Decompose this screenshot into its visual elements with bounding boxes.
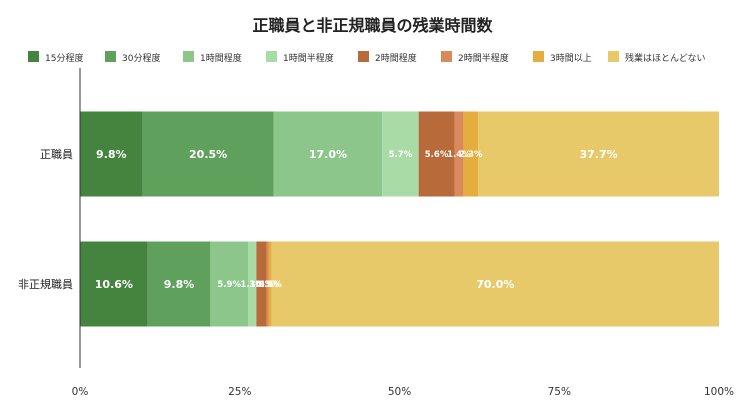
bar-segment [478,111,719,197]
bar-segment [382,111,419,197]
legend-label: 3時間以上 [550,53,592,64]
data-label: 1.6% [250,280,274,290]
legend-label: 2時間程度 [375,52,417,64]
data-label: 0.5% [258,280,282,290]
data-label: 0.3% [256,280,280,290]
bar-segment [268,241,272,327]
bar-segment [463,111,479,197]
chart-title: 正職員と非正規職員の残業時間数 [252,16,493,35]
category-label: 正職員 [40,148,73,161]
bar-segment [80,241,148,327]
legend-swatch [183,51,194,62]
legend-swatch [608,51,619,62]
legend-swatch [441,51,452,62]
data-label: 5.6% [425,150,449,160]
bar-segment [418,111,455,197]
data-label: 2.3% [459,150,483,160]
data-label: 9.8% [96,148,127,161]
legend-label: 1時間半程度 [283,52,334,64]
x-tick-label: 25% [228,386,251,398]
legend-swatch [28,51,39,62]
data-label: 70.0% [476,278,514,291]
x-tick-label: 50% [388,386,411,398]
legend-label: 1時間程度 [200,52,242,64]
data-label: 10.6% [95,278,133,291]
data-label: 5.9% [217,280,241,290]
legend-swatch [105,51,116,62]
data-label: 17.0% [309,148,347,161]
bar-segment [271,241,719,327]
x-tick-label: 75% [548,386,571,398]
legend-swatch [266,51,277,62]
x-tick-label: 100% [704,386,734,398]
bar-segment [142,111,274,197]
legend-label: 残業はほとんどない [625,52,706,64]
bar-segment [210,241,249,327]
x-tick-label: 0% [72,386,89,398]
data-label: 37.7% [579,148,617,161]
legend-swatch [358,51,369,62]
data-label: 5.7% [389,150,413,160]
bar-segment [248,241,257,327]
data-label: 20.5% [189,148,227,161]
legend-label: 30分程度 [122,52,160,64]
data-label: 1.4% [447,150,471,160]
data-label: 9.8% [164,278,195,291]
legend-label: 15分程度 [45,52,83,64]
legend-swatch [533,51,544,62]
bar-segment [80,111,143,197]
bar-segment [273,111,383,197]
data-label: 1.3% [240,280,264,290]
bar-segment [147,241,211,327]
bar-segment [266,241,269,327]
legend-label: 2時間半程度 [458,52,509,64]
bar-segment [454,111,464,197]
bar-segment [256,241,267,327]
category-label: 非正規職員 [18,277,73,291]
